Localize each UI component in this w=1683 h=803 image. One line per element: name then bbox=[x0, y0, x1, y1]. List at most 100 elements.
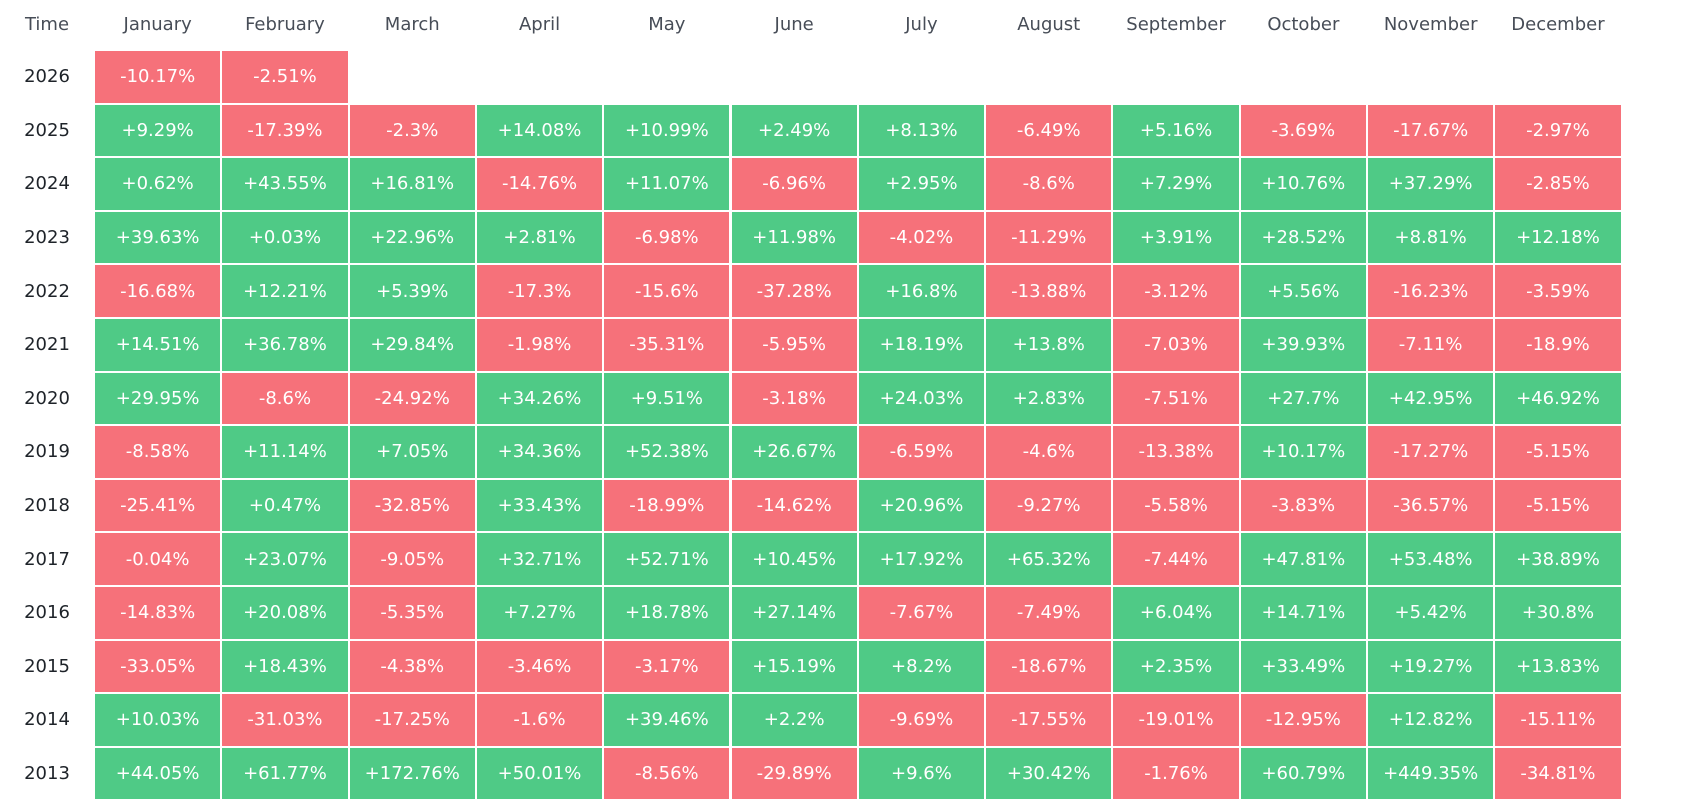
return-cell: -2.3% bbox=[348, 103, 476, 158]
return-cell: -7.44% bbox=[1112, 532, 1240, 586]
return-cell: -4.6% bbox=[985, 425, 1113, 479]
return-cell: -3.18% bbox=[730, 371, 858, 426]
year-label: 2016 bbox=[24, 602, 70, 624]
return-cell: +26.67% bbox=[730, 425, 858, 479]
return-cell: -7.51% bbox=[1112, 371, 1240, 426]
return-cell: +16.8% bbox=[857, 264, 986, 318]
return-cell: -6.49% bbox=[985, 103, 1113, 158]
return-cell: -9.27% bbox=[985, 478, 1113, 533]
return-cell: -34.81% bbox=[1494, 746, 1622, 801]
return-cell: -10.17% bbox=[94, 50, 222, 104]
month-header: August bbox=[1017, 13, 1081, 35]
return-cell: -36.57% bbox=[1367, 478, 1495, 533]
return-cell: +37.29% bbox=[1367, 157, 1495, 211]
header-time: Time bbox=[24, 13, 70, 35]
return-cell: +5.39% bbox=[348, 264, 476, 318]
return-cell: -6.98% bbox=[603, 210, 731, 265]
return-cell: +5.56% bbox=[1239, 264, 1367, 318]
return-cell: +30.42% bbox=[985, 746, 1113, 801]
return-cell: +46.92% bbox=[1494, 371, 1622, 426]
return-cell: +18.19% bbox=[857, 318, 986, 372]
return-cell: +28.52% bbox=[1239, 210, 1367, 265]
month-header: July bbox=[905, 13, 938, 35]
year-label: 2025 bbox=[24, 119, 70, 141]
return-cell: -17.25% bbox=[348, 693, 476, 747]
return-cell: -7.11% bbox=[1367, 318, 1495, 372]
return-cell: +10.76% bbox=[1239, 157, 1367, 211]
return-cell: -25.41% bbox=[94, 478, 222, 533]
return-cell: +9.29% bbox=[94, 103, 222, 158]
return-cell: -8.6% bbox=[221, 371, 349, 426]
return-cell: -31.03% bbox=[221, 693, 349, 747]
return-cell: -18.9% bbox=[1494, 318, 1622, 372]
return-cell: -4.38% bbox=[348, 639, 476, 694]
return-cell: -14.62% bbox=[730, 478, 858, 533]
return-cell: -3.83% bbox=[1239, 478, 1367, 533]
return-cell: +32.71% bbox=[475, 532, 604, 586]
return-cell: -19.01% bbox=[1112, 693, 1240, 747]
return-cell: -13.88% bbox=[985, 264, 1113, 318]
return-cell: -8.6% bbox=[985, 157, 1113, 211]
return-cell: +8.81% bbox=[1367, 210, 1495, 265]
return-cell: -37.28% bbox=[730, 264, 858, 318]
return-cell: -17.67% bbox=[1367, 103, 1495, 158]
return-cell: +7.05% bbox=[348, 425, 476, 479]
return-cell: -5.95% bbox=[730, 318, 858, 372]
return-cell: +43.55% bbox=[221, 157, 349, 211]
return-cell: +10.03% bbox=[94, 693, 222, 747]
return-cell: +13.83% bbox=[1494, 639, 1622, 694]
return-cell: -2.97% bbox=[1494, 103, 1622, 158]
return-cell: -6.59% bbox=[857, 425, 986, 479]
return-cell: +449.35% bbox=[1367, 746, 1495, 801]
return-cell: -3.46% bbox=[475, 639, 604, 694]
return-cell: -1.76% bbox=[1112, 746, 1240, 801]
return-cell: +34.26% bbox=[475, 371, 604, 426]
return-cell: +33.43% bbox=[475, 478, 604, 533]
month-header: October bbox=[1267, 13, 1340, 35]
return-cell: +9.6% bbox=[857, 746, 986, 801]
return-cell: -7.49% bbox=[985, 586, 1113, 640]
return-cell: +50.01% bbox=[475, 746, 604, 801]
year-label: 2021 bbox=[24, 334, 70, 356]
return-cell: +33.49% bbox=[1239, 639, 1367, 694]
return-cell: -5.35% bbox=[348, 586, 476, 640]
return-cell: -18.99% bbox=[603, 478, 731, 533]
return-cell: +65.32% bbox=[985, 532, 1113, 586]
return-cell: +10.17% bbox=[1239, 425, 1367, 479]
year-label: 2013 bbox=[24, 763, 70, 785]
return-cell: +42.95% bbox=[1367, 371, 1495, 426]
return-cell: -7.03% bbox=[1112, 318, 1240, 372]
return-cell: +14.51% bbox=[94, 318, 222, 372]
return-cell: -17.3% bbox=[475, 264, 604, 318]
return-cell: -5.15% bbox=[1494, 425, 1622, 479]
return-cell: -17.27% bbox=[1367, 425, 1495, 479]
return-cell: -7.67% bbox=[857, 586, 986, 640]
return-cell: -1.6% bbox=[475, 693, 604, 747]
return-cell: +11.07% bbox=[603, 157, 731, 211]
return-cell: +34.36% bbox=[475, 425, 604, 479]
return-cell: +2.35% bbox=[1112, 639, 1240, 694]
month-header: December bbox=[1511, 13, 1605, 35]
return-cell: +17.92% bbox=[857, 532, 986, 586]
month-header: February bbox=[245, 13, 325, 35]
return-cell: +5.16% bbox=[1112, 103, 1240, 158]
return-cell: +44.05% bbox=[94, 746, 222, 801]
return-cell: -32.85% bbox=[348, 478, 476, 533]
month-header: November bbox=[1383, 13, 1478, 35]
return-cell: -0.04% bbox=[94, 532, 222, 586]
return-cell: +19.27% bbox=[1367, 639, 1495, 694]
return-cell: -29.89% bbox=[730, 746, 858, 801]
return-cell: +0.47% bbox=[221, 478, 349, 533]
return-cell: +39.46% bbox=[603, 693, 731, 747]
return-cell: +13.8% bbox=[985, 318, 1113, 372]
return-cell: +30.8% bbox=[1494, 586, 1622, 640]
return-cell: -14.83% bbox=[94, 586, 222, 640]
return-cell: -12.95% bbox=[1239, 693, 1367, 747]
return-cell: +11.14% bbox=[221, 425, 349, 479]
return-cell: +53.48% bbox=[1367, 532, 1495, 586]
year-label: 2020 bbox=[24, 387, 70, 409]
return-cell: +60.79% bbox=[1239, 746, 1367, 801]
return-cell: -24.92% bbox=[348, 371, 476, 426]
return-cell: -3.17% bbox=[603, 639, 731, 694]
return-cell: +24.03% bbox=[857, 371, 986, 426]
